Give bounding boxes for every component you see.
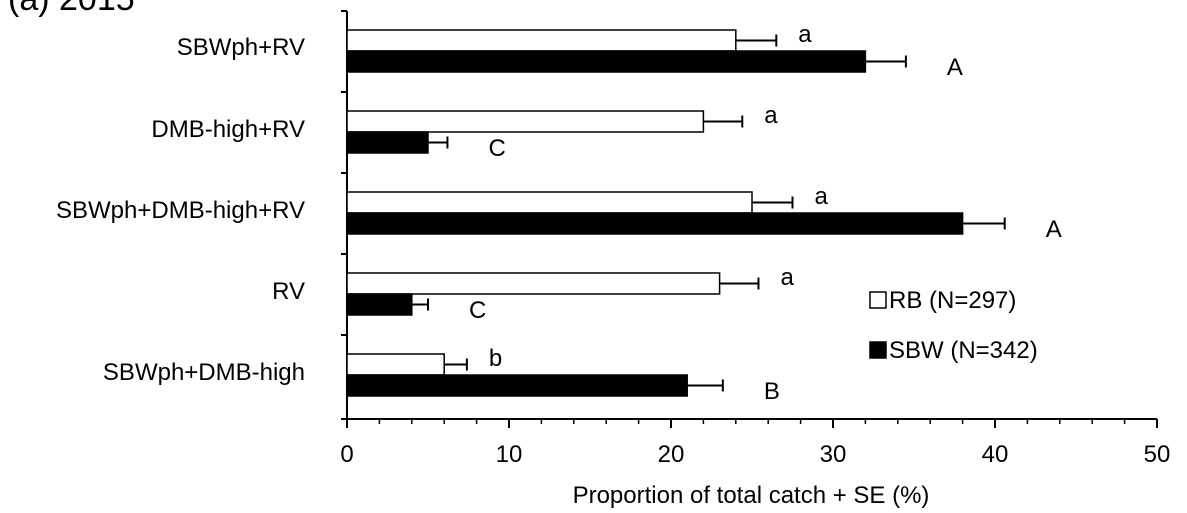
significance-letter-1-3: C <box>469 297 486 324</box>
bar-1-0 <box>346 50 867 73</box>
significance-letter-0-3: a <box>780 264 794 291</box>
x-tick-label-50: 50 <box>1144 441 1171 468</box>
bar-0-4 <box>346 353 445 376</box>
bar-1-2 <box>346 212 964 235</box>
x-axis-label: Proportion of total catch + SE (%) <box>573 482 930 509</box>
significance-letter-0-0: a <box>798 21 812 48</box>
x-tick-label-20: 20 <box>658 441 685 468</box>
panel-label: (a) 2015 <box>8 0 135 18</box>
significance-letter-1-0: A <box>947 54 963 81</box>
legend: RB (N=297) SBW (N=342) <box>869 287 1038 364</box>
bar-1-4 <box>346 374 688 397</box>
significance-letter-0-4: b <box>489 345 502 372</box>
x-tick-label-40: 40 <box>982 441 1009 468</box>
significance-letter-0-2: a <box>815 183 829 210</box>
x-tick-label-30: 30 <box>820 441 847 468</box>
bar-0-2 <box>346 191 753 214</box>
bar-0-3 <box>346 272 721 295</box>
significance-letter-1-1: C <box>488 135 505 162</box>
legend-label-1: SBW (N=342) <box>889 337 1038 364</box>
category-label-2: SBWph+DMB-high+RV <box>56 197 305 224</box>
bar-0-1 <box>346 110 705 133</box>
bar-0-0 <box>346 29 737 52</box>
category-label-3: RV <box>272 278 305 305</box>
significance-letter-1-2: A <box>1046 216 1062 243</box>
significance-letter-1-4: B <box>764 378 780 405</box>
category-label-0: SBWph+RV <box>177 34 305 61</box>
legend-label-0: RB (N=297) <box>889 287 1016 314</box>
significance-letter-0-1: a <box>764 102 778 129</box>
category-label-4: SBWph+DMB-high <box>103 359 305 386</box>
legend-swatch-0 <box>869 291 887 309</box>
bar-1-1 <box>346 131 429 154</box>
category-label-1: DMB-high+RV <box>151 116 305 143</box>
x-tick-label-10: 10 <box>496 441 523 468</box>
x-tick-label-0: 0 <box>340 441 353 468</box>
bar-1-3 <box>346 293 413 316</box>
legend-swatch-1 <box>869 341 887 359</box>
